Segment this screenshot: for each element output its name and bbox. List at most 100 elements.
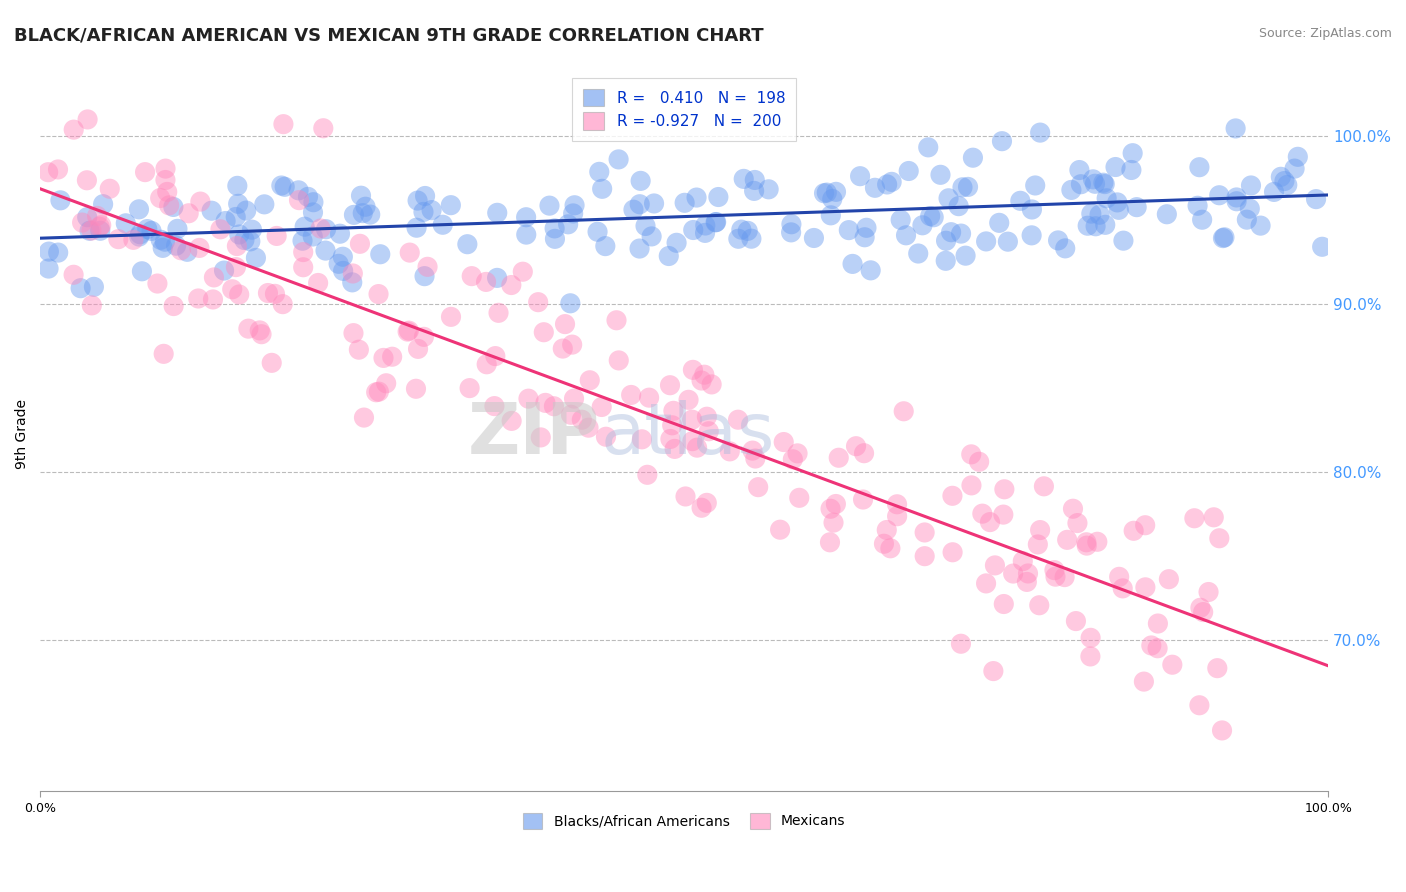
Point — [291, 234, 314, 248]
Point — [1053, 570, 1076, 584]
Point — [693, 368, 716, 382]
Point — [1157, 572, 1180, 586]
Point — [922, 211, 945, 225]
Point — [155, 173, 177, 187]
Point — [412, 205, 434, 219]
Point — [270, 178, 292, 193]
Point — [979, 515, 1001, 529]
Point — [359, 208, 381, 222]
Point — [177, 206, 200, 220]
Point — [406, 194, 429, 208]
Point — [38, 261, 60, 276]
Point — [398, 324, 420, 338]
Point — [914, 525, 936, 540]
Point — [1225, 121, 1247, 136]
Point — [501, 414, 523, 428]
Point — [1029, 523, 1052, 537]
Point — [456, 237, 478, 252]
Point — [664, 442, 686, 456]
Point — [146, 277, 169, 291]
Point — [1021, 228, 1043, 243]
Point — [595, 239, 617, 253]
Point — [1080, 207, 1102, 221]
Point — [90, 218, 112, 232]
Point — [631, 433, 654, 447]
Point — [307, 276, 329, 290]
Point — [89, 219, 111, 234]
Point — [294, 219, 316, 234]
Point — [591, 400, 613, 414]
Point — [250, 327, 273, 342]
Point — [823, 516, 845, 530]
Point — [1211, 723, 1233, 738]
Point — [643, 196, 665, 211]
Point — [662, 404, 685, 418]
Point — [607, 153, 630, 167]
Point — [571, 413, 593, 427]
Point — [420, 203, 443, 218]
Point — [533, 325, 555, 339]
Point — [1240, 178, 1263, 193]
Point — [607, 353, 630, 368]
Point — [62, 268, 84, 282]
Point — [249, 323, 271, 337]
Point — [1092, 176, 1115, 190]
Point — [974, 576, 997, 591]
Point — [744, 451, 766, 466]
Point — [1108, 202, 1130, 217]
Point — [1108, 570, 1130, 584]
Point — [46, 245, 69, 260]
Point — [225, 260, 247, 274]
Point — [460, 269, 482, 284]
Point — [707, 190, 730, 204]
Point — [91, 197, 114, 211]
Point — [165, 238, 187, 252]
Point — [1060, 183, 1083, 197]
Point — [974, 235, 997, 249]
Point — [950, 227, 973, 241]
Point — [413, 269, 436, 284]
Point — [366, 385, 388, 400]
Point — [70, 216, 93, 230]
Point — [623, 202, 645, 217]
Point — [562, 206, 585, 220]
Point — [89, 224, 111, 238]
Point — [543, 399, 565, 413]
Point — [129, 227, 152, 242]
Point — [696, 496, 718, 510]
Point — [312, 121, 335, 136]
Point — [413, 189, 436, 203]
Point — [83, 280, 105, 294]
Point — [564, 198, 586, 212]
Point — [562, 392, 585, 406]
Point — [187, 292, 209, 306]
Point — [972, 507, 994, 521]
Point — [1021, 202, 1043, 217]
Point — [673, 195, 696, 210]
Point — [128, 229, 150, 244]
Point — [690, 500, 713, 515]
Point — [828, 450, 851, 465]
Point — [911, 219, 934, 233]
Point — [302, 195, 325, 210]
Point — [997, 235, 1019, 249]
Point — [1029, 126, 1052, 140]
Point — [880, 175, 903, 189]
Point — [813, 186, 835, 201]
Point — [853, 446, 876, 460]
Point — [993, 483, 1015, 497]
Point — [1188, 698, 1211, 713]
Point — [733, 172, 755, 186]
Point — [1064, 614, 1087, 628]
Point — [845, 439, 868, 453]
Point — [962, 151, 984, 165]
Point — [879, 541, 901, 556]
Point — [315, 222, 337, 236]
Point — [661, 418, 683, 433]
Point — [188, 241, 211, 255]
Point — [591, 182, 613, 196]
Point — [1047, 234, 1070, 248]
Point — [815, 186, 838, 200]
Point — [486, 206, 509, 220]
Point — [288, 193, 311, 207]
